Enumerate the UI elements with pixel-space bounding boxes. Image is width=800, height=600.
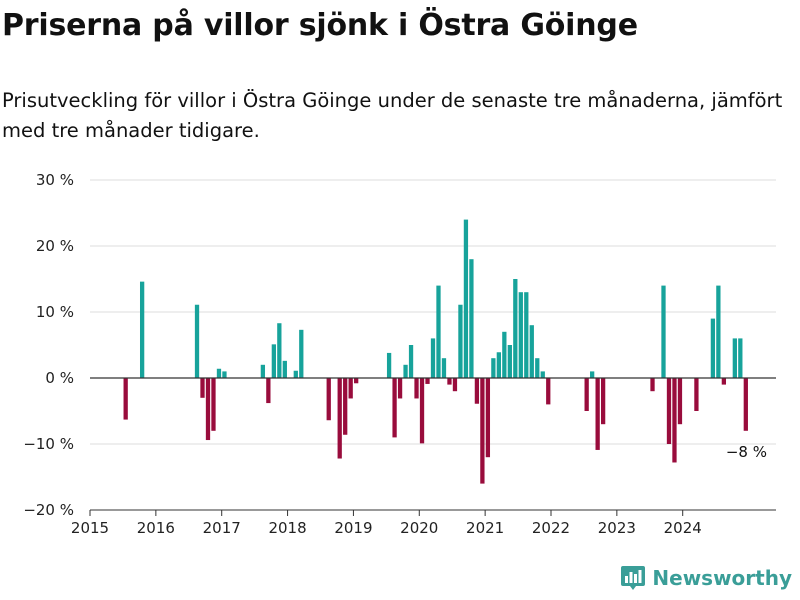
bar: [441, 358, 447, 378]
x-tick-label: 2022: [532, 519, 570, 535]
bar: [447, 378, 452, 385]
bar: [496, 352, 501, 378]
x-tick-label: 2020: [400, 519, 438, 535]
data-label: −8 %: [726, 443, 767, 461]
bar: [222, 371, 227, 378]
bar: [200, 378, 205, 398]
bar: [738, 338, 743, 378]
y-tick-label: −20 %: [23, 501, 74, 519]
x-tick-label: 2015: [71, 519, 109, 535]
bar: [348, 378, 353, 399]
bar: [716, 285, 721, 378]
bar: [216, 368, 222, 378]
bar: [694, 378, 699, 411]
bar: [672, 378, 677, 463]
bar-chart: 30 % 20 % 10 % 0 % −10 % −20 %2015 2016 2017 201…: [23, 171, 776, 535]
bar: [392, 378, 397, 438]
x-tick-label: 2023: [598, 519, 636, 535]
bar: [205, 378, 211, 441]
x-tick-label: 2016: [137, 519, 175, 535]
bar: [502, 331, 507, 378]
bar: [123, 378, 128, 420]
bar: [430, 338, 436, 378]
y-tick-label: 20 %: [36, 237, 74, 255]
bar: [463, 219, 469, 378]
bar: [666, 378, 672, 444]
bar: [282, 360, 287, 378]
bar: [732, 338, 737, 378]
x-tick-label: 2024: [664, 519, 702, 535]
x-tick-label: 2017: [203, 519, 241, 535]
bar: [677, 378, 683, 425]
bar: [485, 378, 491, 458]
bar: [535, 358, 540, 378]
x-tick-label: 2018: [268, 519, 306, 535]
bar: [408, 345, 414, 378]
bar: [299, 329, 304, 378]
bar: [480, 378, 485, 484]
chart-title: Priserna på villor sjönk i Östra Göinge: [2, 8, 638, 43]
bar: [403, 364, 408, 378]
bar: [458, 304, 463, 378]
bar: [436, 285, 441, 378]
bar: [414, 378, 419, 399]
bar: [194, 304, 200, 378]
bar: [139, 281, 145, 378]
bar: [540, 371, 545, 378]
bar: [650, 378, 655, 392]
bar: [354, 378, 359, 384]
bar: [524, 292, 529, 378]
bar: [397, 378, 403, 399]
bar: [386, 352, 392, 378]
y-tick-label: 10 %: [36, 303, 74, 321]
bar: [425, 378, 430, 384]
bars: [123, 219, 748, 484]
labels: 30 % 20 % 10 % 0 % −10 % −20 %2015 2016 2017 201…: [23, 171, 767, 535]
y-tick-label: −10 %: [23, 435, 74, 453]
bar: [260, 364, 266, 378]
bar: [513, 279, 518, 378]
bar: [710, 318, 716, 378]
x-tick-label: 2021: [466, 519, 504, 535]
bar: [452, 378, 458, 392]
bar: [211, 378, 216, 431]
bar: [721, 378, 727, 385]
bar: [326, 378, 331, 421]
bar: [661, 285, 666, 378]
bar: [595, 378, 600, 450]
bar: [469, 259, 474, 378]
bar: [584, 378, 589, 411]
bar: [266, 378, 271, 404]
y-tick-label: 30 %: [36, 171, 74, 189]
bar: [518, 292, 523, 378]
chart-subtitle: Prisutveckling för villor i Östra Göinge…: [2, 89, 783, 142]
y-tick-label: 0 %: [45, 369, 74, 387]
bar: [600, 378, 606, 425]
bar: [743, 378, 748, 431]
bar: [337, 378, 342, 459]
bar-chart-logo-icon: [621, 566, 646, 590]
brand-name: Newsworthy: [652, 566, 792, 590]
x-tick-label: 2019: [334, 519, 372, 535]
bar: [546, 378, 551, 405]
bar: [293, 370, 298, 378]
axes: [89, 377, 776, 516]
bar: [474, 378, 480, 404]
bar: [491, 358, 496, 378]
bar: [419, 378, 425, 444]
bar: [590, 371, 595, 378]
bar: [271, 344, 276, 378]
bar: [277, 323, 282, 378]
bar: [507, 345, 512, 378]
bar: [529, 325, 534, 378]
bar: [343, 378, 348, 435]
brand-logo: Newsworthy: [620, 564, 792, 592]
